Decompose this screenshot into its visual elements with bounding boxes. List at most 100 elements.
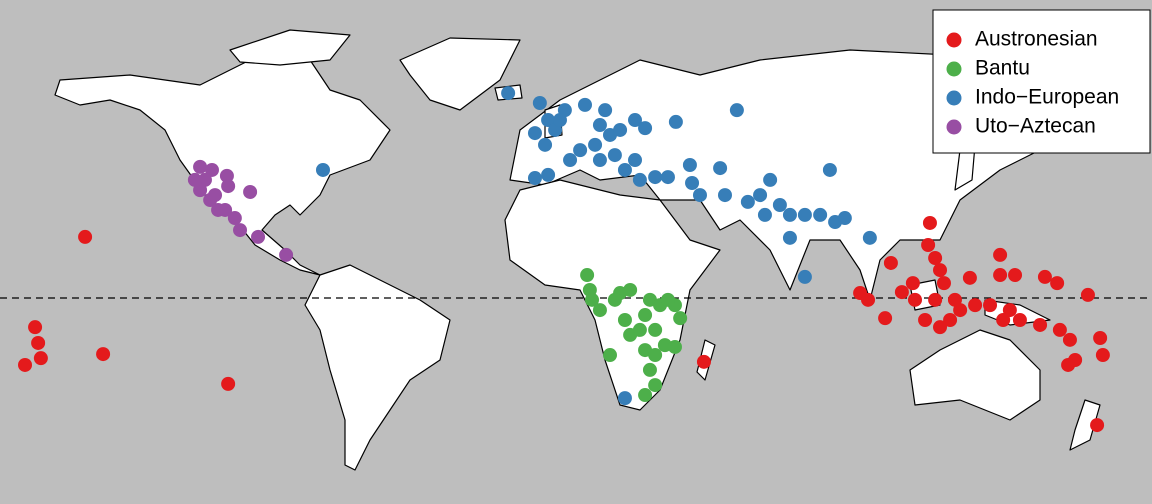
language-point — [1062, 332, 1077, 347]
language-point — [219, 168, 234, 183]
language-point — [31, 335, 46, 350]
language-point — [822, 162, 837, 177]
language-point — [1061, 357, 1076, 372]
language-point — [617, 162, 632, 177]
language-point — [96, 347, 111, 362]
language-point — [592, 303, 607, 318]
language-point — [993, 268, 1008, 283]
language-point — [538, 137, 553, 152]
language-point — [204, 162, 219, 177]
language-point — [588, 137, 603, 152]
language-point — [813, 207, 828, 222]
language-point — [527, 126, 542, 141]
language-point — [908, 292, 922, 307]
language-point — [33, 351, 48, 366]
language-point — [563, 153, 578, 168]
language-point — [527, 171, 542, 186]
language-point — [607, 292, 622, 307]
language-point — [208, 188, 223, 203]
legend: Austronesian Bantu Indo−European Uto−Azteca… — [932, 9, 1151, 154]
language-point — [772, 198, 787, 212]
language-point — [837, 211, 852, 226]
language-point — [592, 118, 607, 133]
language-point — [782, 230, 797, 245]
language-point — [668, 114, 683, 129]
language-point — [1090, 418, 1105, 433]
language-point — [1052, 322, 1067, 337]
language-point — [279, 247, 294, 262]
language-point — [1002, 303, 1017, 318]
language-point — [692, 188, 707, 203]
language-point — [221, 376, 236, 391]
language-point — [1080, 287, 1095, 302]
legend-label: Austronesian — [975, 28, 1098, 51]
language-point — [617, 313, 632, 328]
language-point — [993, 247, 1008, 262]
language-point — [921, 237, 936, 252]
language-point — [673, 311, 688, 326]
language-point — [1033, 317, 1048, 332]
language-point — [936, 276, 951, 291]
language-point — [962, 270, 977, 285]
points — [18, 86, 1110, 433]
language-point — [1050, 276, 1065, 291]
arctic-islands — [229, 29, 351, 66]
language-point — [648, 378, 663, 393]
language-point — [685, 175, 700, 190]
language-point — [648, 170, 663, 185]
language-point — [638, 121, 653, 136]
language-point — [648, 348, 663, 363]
language-point — [541, 167, 556, 182]
language-point — [233, 223, 248, 238]
language-point — [541, 113, 556, 128]
legend-marker — [946, 90, 962, 106]
language-point — [221, 179, 236, 194]
legend-label: Bantu — [975, 57, 1030, 80]
language-point — [660, 292, 675, 307]
language-point — [617, 391, 632, 406]
language-point — [613, 122, 628, 137]
language-point — [943, 313, 958, 328]
language-point — [1037, 269, 1052, 284]
language-point — [580, 268, 595, 283]
language-point — [251, 229, 266, 244]
language-point — [894, 285, 909, 300]
language-point — [660, 170, 675, 185]
language-point — [642, 362, 657, 377]
legend-marker — [946, 32, 962, 48]
north-america — [54, 54, 391, 276]
language-point — [218, 202, 233, 217]
language-point — [628, 113, 643, 128]
legend-box — [932, 9, 1151, 154]
language-point — [883, 255, 898, 270]
language-point — [18, 357, 33, 372]
language-point — [968, 298, 983, 313]
language-point — [696, 354, 711, 369]
language-point — [603, 348, 617, 363]
language-point — [740, 194, 755, 209]
language-point — [1008, 268, 1023, 283]
language-point — [1093, 330, 1108, 345]
language-point — [928, 292, 943, 307]
legend-label: Indo−European — [975, 86, 1119, 109]
legend-marker — [946, 61, 962, 77]
south-america — [304, 264, 451, 471]
language-point — [713, 161, 728, 176]
language-point — [878, 311, 893, 326]
language-point — [905, 276, 920, 291]
language-point — [638, 388, 653, 403]
language-point — [501, 86, 516, 101]
language-point — [797, 269, 812, 284]
legend-marker — [946, 119, 962, 135]
greenland — [399, 37, 521, 111]
language-point — [187, 172, 202, 187]
language-point — [227, 211, 242, 226]
language-point — [78, 229, 93, 244]
language-point — [628, 153, 643, 168]
language-point — [797, 207, 812, 222]
language-point — [552, 113, 567, 128]
language-point — [861, 292, 876, 307]
language-point — [1012, 313, 1027, 328]
